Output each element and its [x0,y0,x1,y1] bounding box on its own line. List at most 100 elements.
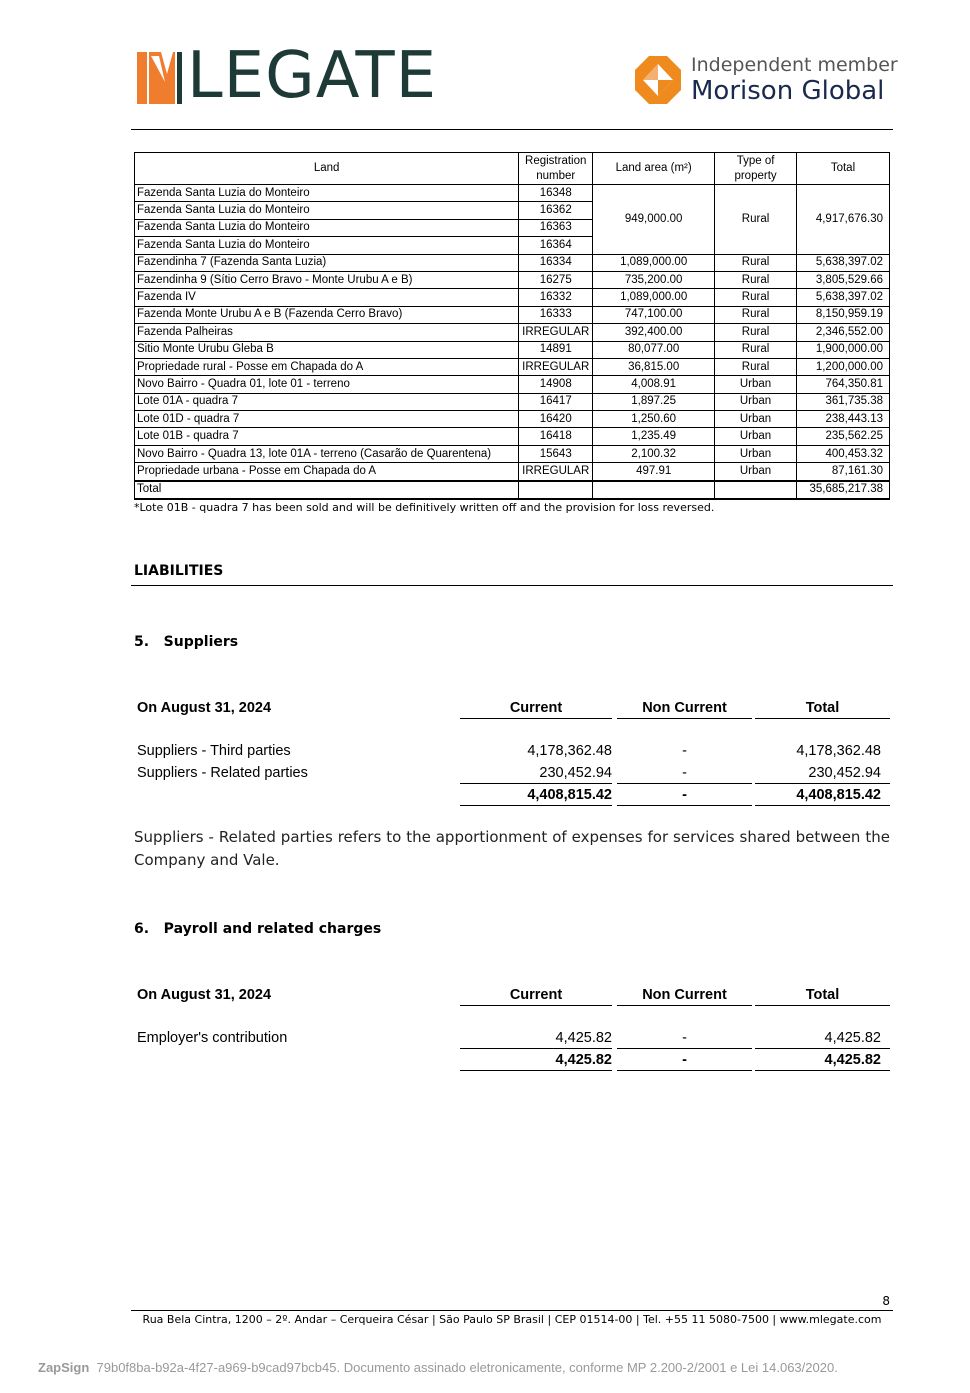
non-current-value: - [682,1030,687,1046]
zapsign-text: 79b0f8ba-b92a-4f27-a969-b9cad97bcb45. Do… [96,1360,838,1375]
sum-current: 4,425.82 [555,1052,612,1068]
total-header: Total [805,700,840,716]
table-row: Fazenda Palheiras IRREGULAR 392,400.00 Rura… [133,323,890,342]
payroll-header: On August 31, 2024 Current Non Current T… [134,987,890,1007]
land-cell: Novo Bairro - Quadra 13, lote 01A - terr… [133,444,520,464]
sum-non-current: - [682,1052,687,1068]
reg-cell: 16417 [518,392,594,412]
page-number: 8 [882,1294,890,1308]
table-row: Fazendinha 9 (Sítio Cerro Bravo - Monte … [133,270,890,290]
table-row: Fazendinha 7 (Fazenda Santa Luzia) 16334 1… [133,253,890,272]
suppliers-sum-row: 4,408,815.42 - 4,408,815.42 [134,787,890,807]
area-cell: 2,100.32 [592,444,716,464]
suppliers-row: Suppliers - Related parties 230,452.94 -… [134,765,890,785]
table-total-row: Total 35,685,217.38 [133,479,890,501]
type-cell: Rural [714,340,797,359]
area-cell: 36,815.00 [592,357,716,377]
land-cell: Fazendinha 9 (Sítio Cerro Bravo - Monte … [133,270,520,290]
mlegate-logo: LEGATE [137,39,438,113]
sum-current: 4,408,815.42 [527,787,612,803]
current-header: Current [509,700,563,716]
land-cell: Novo Bairro - Quadra 01, lote 01 - terre… [133,375,520,394]
table-row: Fazenda Santa Luzia do Monteiro 16348 94… [133,183,890,255]
area-cell: 747,100.00 [592,305,716,325]
area-cell: 735,200.00 [592,270,716,290]
logo-text: LEGATE [187,39,438,113]
land-cell: Fazenda IV [133,288,520,307]
col-area: Land area (m²) [592,152,716,185]
total-cell: 3,805,529.66 [796,270,890,290]
table-row: Novo Bairro - Quadra 13, lote 01A - terr… [133,444,890,464]
type-cell: Urban [714,444,797,464]
header-divider [131,129,893,130]
reg-cell: 16334 [518,253,594,272]
col-registration: Registration number [518,152,594,185]
date-label: On August 31, 2024 [137,700,272,716]
reg-cell: 16420 [518,410,594,429]
land-cell: Lote 01B - quadra 7 [133,427,520,446]
table-row: Sitio Monte Urubu Gleba B 14891 80,077.00 R… [133,340,890,359]
total-cell: 1,200,000.00 [796,357,890,377]
sum-non-current: - [682,787,687,803]
date-label: On August 31, 2024 [137,987,272,1003]
type-cell: Rural [714,357,797,377]
reg-cell: IRREGULAR [518,323,594,342]
type-cell: Rural [714,305,797,325]
type-cell: Rural [714,323,797,342]
area-cell: 80,077.00 [592,340,716,359]
reg-cell: 16275 [518,270,594,290]
col-land: Land [133,152,520,185]
land-cell: Propriedade rural - Posse em Chapada do … [133,357,520,377]
zapsign-brand: ZapSign [38,1360,90,1375]
row-label: Employer's contribution [137,1030,288,1046]
reg-cell: IRREGULAR [518,462,594,482]
type-cell: Urban [714,392,797,412]
table-row: Propriedade rural - Posse em Chapada do … [133,357,890,377]
area-cell: 4,008.91 [592,375,716,394]
total-cell: 5,638,397.02 [796,253,890,272]
land-cell: Fazenda Palheiras [133,323,520,342]
reg-cell: 16363 [518,218,594,238]
payroll-row: Employer's contribution 4,425.82 - 4,425… [134,1030,890,1050]
area-cell: 1,235.49 [592,427,716,446]
table-row: Lote 01B - quadra 7 16418 1,235.49 Urban 235… [133,427,890,446]
non-current-header: Non Current [642,987,727,1003]
land-cell: Fazenda Santa Luzia do Monteiro [133,201,520,220]
total-value: 35,685,217.38 [796,479,890,501]
reg-cell: 16362 [518,201,594,220]
area-cell: 1,089,000.00 [592,253,716,272]
reg-cell: 16333 [518,305,594,325]
table-row: Fazenda IV 16332 1,089,000.00 Rural 5,638,39… [133,288,890,307]
liabilities-divider [131,585,893,586]
type-cell: Urban [714,410,797,429]
payroll-title: 6. Payroll and related charges [134,921,382,937]
table-row: Propriedade urbana - Posse em Chapada do… [133,462,890,482]
land-cell: Fazenda Santa Luzia do Monteiro [133,236,520,255]
suppliers-paragraph: Suppliers - Related parties refers to th… [134,828,890,869]
table-row: Novo Bairro - Quadra 01, lote 01 - terre… [133,375,890,394]
current-header: Current [509,987,563,1003]
col-type: Type of property [714,152,797,185]
total-cell: 400,453.32 [796,444,890,464]
table-row: Fazenda Monte Urubu A e B (Fazenda Cerro… [133,305,890,325]
land-cell: Lote 01D - quadra 7 [133,410,520,429]
logo-m-mark [137,52,183,104]
table-footnote: *Lote 01B - quadra 7 has been sold and w… [134,501,715,514]
total-cell: 361,735.38 [796,392,890,412]
total-value: 4,178,362.48 [796,743,881,759]
total-value: 4,425.82 [824,1030,881,1046]
row-label: Suppliers - Related parties [137,765,308,781]
area-cell: 1,089,000.00 [592,288,716,307]
member-line1: Independent member [691,54,898,76]
sum-total: 4,408,815.42 [796,787,881,803]
type-cell: Urban [714,427,797,446]
sum-total: 4,425.82 [824,1052,881,1068]
type-cell: Rural [714,184,797,255]
land-cell: Lote 01A - quadra 7 [133,392,520,412]
morison-octagon-icon [635,56,681,104]
type-cell: Rural [714,253,797,272]
area-cell: 949,000.00 [592,184,716,255]
footer-divider [131,1310,893,1311]
table-header-row: Land Registration number Land area (m²) … [133,152,890,185]
